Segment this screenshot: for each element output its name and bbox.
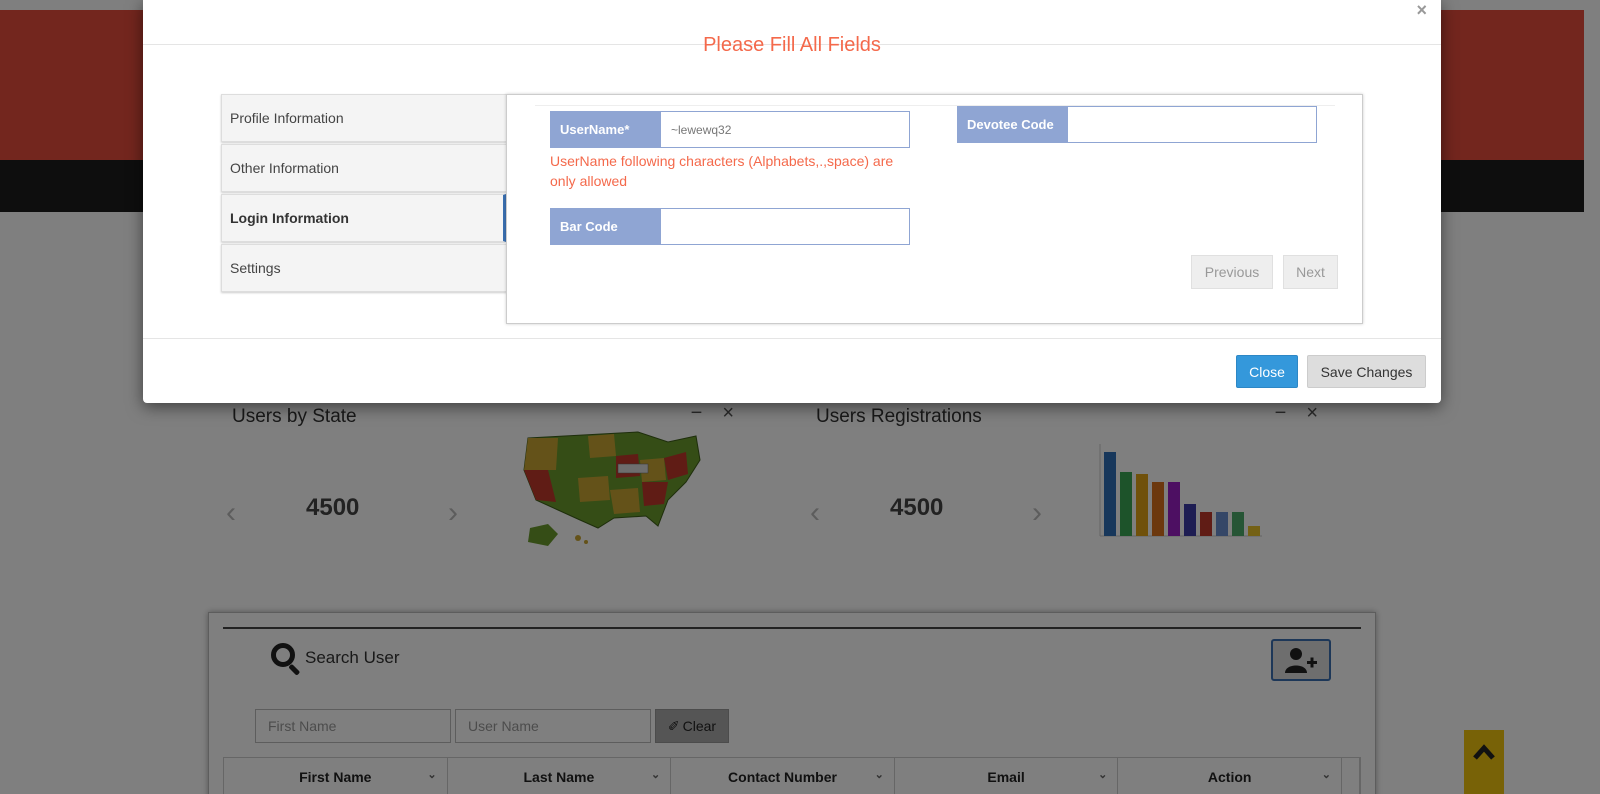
username-input[interactable]: ~lewewq32 [660,111,910,148]
bar-code-field: Bar Code [550,208,910,245]
bar-code-label: Bar Code [550,208,660,245]
tab-settings[interactable]: Settings [221,244,507,292]
tab-login-information[interactable]: Login Information [221,194,506,242]
edit-user-modal: × Please Fill All Fields Profile Informa… [143,0,1441,403]
devotee-code-field: Devotee Code [957,106,1317,143]
modal-tabs: Profile Information Other Information Lo… [221,94,507,294]
close-icon[interactable]: × [1416,0,1427,20]
save-changes-button[interactable]: Save Changes [1307,355,1426,388]
next-button[interactable]: Next [1283,255,1338,289]
previous-button[interactable]: Previous [1191,255,1273,289]
username-error-message: UserName following characters (Alphabets… [550,153,894,189]
tab-profile-information[interactable]: Profile Information [221,94,507,142]
bar-code-input[interactable] [660,208,910,245]
devotee-code-label: Devotee Code [957,106,1067,143]
login-information-panel: UserName* ~lewewq32 UserName following c… [506,94,1363,324]
tab-other-information[interactable]: Other Information [221,144,507,192]
modal-title: Please Fill All Fields [703,34,881,56]
username-label: UserName* [550,111,660,148]
username-field: UserName* ~lewewq32 [550,111,910,148]
devotee-code-input[interactable] [1067,106,1317,143]
close-button[interactable]: Close [1236,355,1298,388]
